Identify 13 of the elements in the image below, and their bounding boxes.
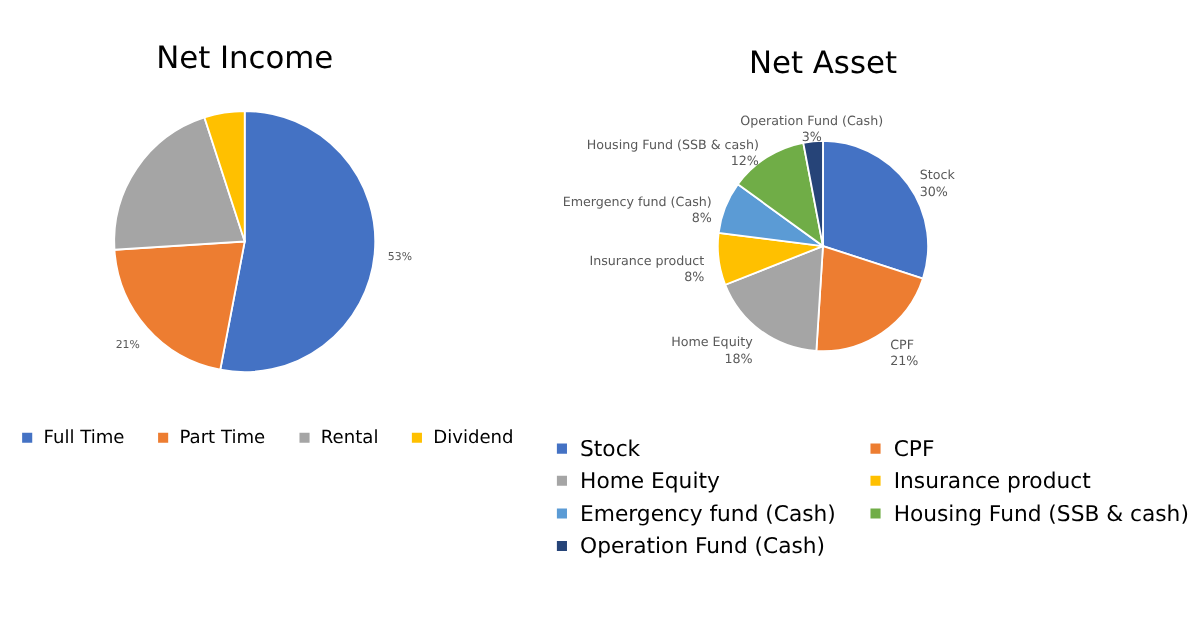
legend-label: Housing Fund (SSB & cash) — [893, 500, 1189, 527]
legend-label: Part Time — [179, 429, 267, 450]
legend-label: Stock — [580, 435, 642, 462]
legend-label: Emergency fund (Cash) — [580, 500, 836, 527]
legend-label: CPF — [893, 435, 935, 462]
legend-label: Operation Fund (Cash) — [580, 533, 826, 560]
legend-label: Dividend — [433, 429, 514, 450]
chart-title: Net Income — [156, 39, 334, 76]
legend-label: Home Equity — [580, 468, 721, 495]
chart-title: Net Asset — [748, 44, 897, 81]
legend-label: Insurance product — [893, 468, 1091, 495]
legend-label: Rental — [320, 429, 379, 450]
legend-label: Full Time — [43, 429, 126, 450]
